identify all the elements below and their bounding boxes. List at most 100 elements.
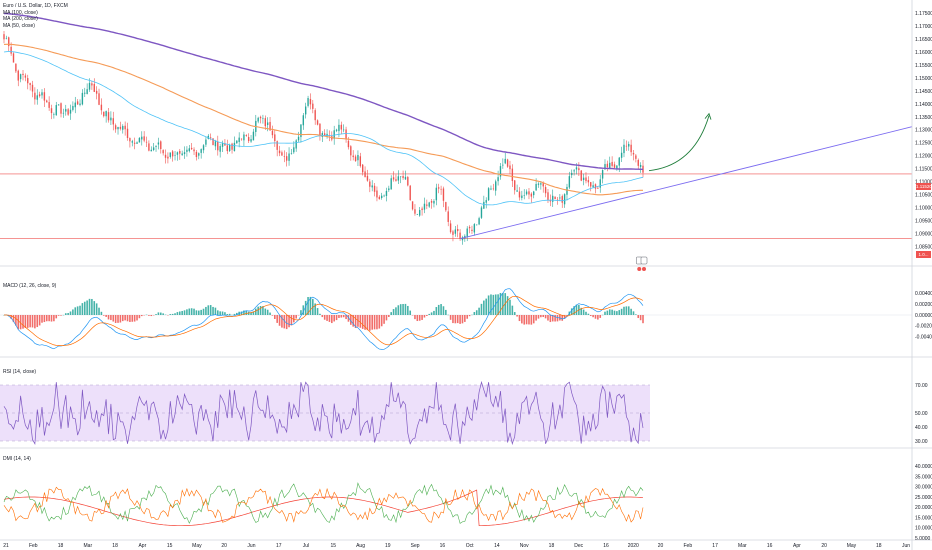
candle-body	[117, 127, 119, 130]
macd-histogram-bar	[606, 310, 609, 315]
price-tick-label: 25.0000	[915, 495, 932, 501]
candle-body	[319, 123, 321, 136]
macd-histogram-bar	[597, 315, 599, 320]
candle-body	[528, 191, 530, 195]
candle-body	[167, 156, 169, 159]
candle-body	[122, 126, 124, 130]
macd-histogram-bar	[178, 311, 181, 315]
candle-body	[423, 203, 426, 210]
time-tick-label: 18	[58, 543, 64, 549]
macd-histogram-bar	[561, 315, 564, 321]
macd-histogram-bar	[136, 315, 138, 321]
candle-body	[549, 200, 552, 202]
support-price-badge: 1.0...	[916, 251, 931, 258]
candle-body	[480, 207, 483, 218]
macd-histogram-bar	[566, 315, 568, 316]
macd-histogram-bar	[19, 315, 22, 330]
time-tick-label: Mar	[84, 543, 93, 549]
macd-histogram-bar	[271, 315, 274, 316]
candle-body	[483, 201, 485, 209]
candle-body	[46, 100, 48, 103]
candle-body	[606, 163, 609, 168]
macd-histogram-bar	[88, 298, 91, 315]
macd-histogram-bar	[302, 305, 305, 315]
time-tick-label: Aug	[356, 543, 365, 549]
candle-body	[10, 46, 12, 54]
macd-histogram-bar	[321, 315, 324, 318]
macd-histogram-bar	[452, 315, 454, 324]
candle-body	[43, 92, 46, 101]
price-tick-label: 20.0000	[915, 505, 932, 511]
macd-histogram-bar	[345, 315, 347, 320]
candle-body	[383, 195, 385, 197]
macd-histogram-bar	[547, 315, 549, 321]
macd-histogram-bar	[131, 315, 134, 322]
macd-histogram-bar	[233, 313, 236, 315]
macd-histogram-bar	[347, 315, 350, 322]
candle-body	[297, 136, 300, 141]
macd-histogram-bar	[93, 301, 96, 315]
macd-histogram-bar	[124, 315, 126, 321]
price-tick-label: 1.09000	[915, 231, 932, 237]
macd-histogram-bar	[551, 315, 554, 322]
candle-body	[133, 142, 136, 144]
macd-histogram-bar	[625, 306, 628, 315]
macd-histogram-bar	[511, 305, 514, 315]
candle-body	[388, 188, 390, 191]
candle-body	[547, 192, 549, 200]
time-tick-label: Mar	[738, 543, 747, 549]
macd-histogram-bar	[378, 315, 381, 329]
candle-body	[283, 156, 286, 157]
price-tick-label: 1.12000	[915, 154, 932, 160]
macd-histogram-bar	[402, 304, 404, 315]
candle-body	[264, 118, 267, 127]
macd-histogram-bar	[250, 312, 252, 315]
macd-histogram-bar	[140, 315, 143, 317]
macd-histogram-bar	[29, 315, 31, 328]
macd-histogram-bar	[333, 315, 335, 322]
time-tick-label: 18	[876, 543, 882, 549]
candle-body	[485, 200, 487, 203]
macd-histogram-bar	[369, 315, 371, 331]
candle-body	[17, 70, 19, 81]
macd-histogram-bar	[627, 306, 630, 315]
macd-histogram-bar	[418, 315, 421, 321]
macd-signal-line	[4, 295, 644, 346]
macd-histogram-bar	[38, 315, 41, 326]
candle-body	[518, 191, 521, 198]
candle-body	[514, 180, 516, 191]
candle-body	[138, 137, 141, 143]
candle-body	[41, 92, 43, 96]
price-tick-label: 1.10500	[915, 192, 932, 198]
macd-histogram-bar	[335, 315, 338, 321]
macd-histogram-bar	[373, 315, 376, 330]
macd-histogram-bar	[214, 307, 217, 315]
candle-body	[326, 133, 328, 137]
candle-body	[81, 92, 84, 105]
candle-body	[309, 98, 312, 105]
candle-body	[578, 168, 580, 171]
price-tick-label: 40.0000	[915, 464, 932, 470]
candle-body	[397, 176, 400, 181]
candle-body	[340, 124, 343, 130]
time-tick-label: Jun	[902, 543, 910, 549]
candle-body	[57, 104, 60, 106]
macd-histogram-bar	[523, 315, 526, 325]
macd-histogram-bar	[86, 300, 88, 315]
macd-histogram-bar	[437, 304, 440, 315]
macd-histogram-bar	[407, 305, 409, 315]
candle-body	[285, 156, 288, 161]
time-tick-label: Nov	[520, 543, 529, 549]
macd-histogram-bar	[133, 315, 136, 322]
candle-body	[50, 108, 53, 114]
candle-body	[67, 109, 69, 115]
macd-histogram-bar	[352, 315, 354, 327]
candle-body	[62, 112, 65, 114]
price-tick-label: 1.12500	[915, 141, 932, 147]
candle-body	[613, 164, 616, 168]
macd-histogram-bar	[556, 315, 559, 322]
candle-body	[445, 202, 447, 211]
macd-histogram-bar	[216, 310, 219, 315]
candle-body	[155, 145, 157, 147]
